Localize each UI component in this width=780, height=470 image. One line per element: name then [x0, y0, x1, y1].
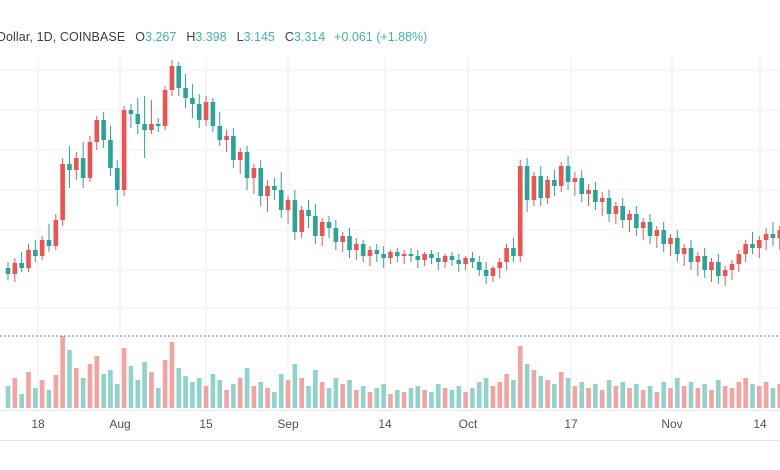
time-axis-tick: Aug: [109, 417, 130, 431]
ohlc-group-0: O3.267: [135, 30, 176, 44]
time-axis-tick: 14: [378, 417, 392, 431]
volume-series: [0, 310, 780, 410]
time-axis-tick: Nov: [661, 417, 682, 431]
ohlc-label-open: O: [135, 30, 146, 44]
time-axis-tick: Sep: [277, 417, 299, 431]
ohlc-value-close: 3.314: [293, 30, 326, 44]
time-axis-tick: Oct: [459, 417, 478, 431]
candlestick-series: [0, 58, 780, 310]
symbol-title[interactable]: ted States Dollar, 1D, COINBASE: [0, 30, 126, 44]
ohlc-group-2: L3.145: [237, 30, 275, 44]
time-axis-tick: 18: [31, 417, 45, 431]
legend-symbol-row: ted States Dollar, 1D, COINBASEO3.267H3.…: [0, 30, 427, 45]
time-axis-tick: 14: [753, 417, 767, 431]
ohlc-value-open: 3.267: [145, 30, 177, 44]
ohlc-label-close: C: [284, 30, 294, 44]
time-axis[interactable]: 18 Aug 15 Sep 14 Oct 17 Nov 14: [0, 410, 780, 441]
volume-pane[interactable]: [0, 310, 780, 410]
time-axis-labels: 18 Aug 15 Sep 14 Oct 17 Nov 14: [31, 417, 767, 431]
price-change: +0.061 (+1.88%): [334, 30, 428, 44]
ohlc-label-high: H: [186, 30, 196, 44]
time-axis-tick: 15: [199, 417, 213, 431]
ohlc-value-high: 3.398: [195, 30, 227, 44]
ohlc-group-3: C3.314: [285, 30, 325, 44]
price-pane[interactable]: [0, 58, 780, 310]
bottom-toolbar[interactable]: w: [0, 440, 780, 470]
ohlc-label-low: L: [236, 30, 244, 44]
time-axis-tick: 17: [564, 417, 578, 431]
ohlc-value-low: 3.145: [243, 30, 275, 44]
ohlc-group-1: H3.398: [186, 30, 226, 44]
